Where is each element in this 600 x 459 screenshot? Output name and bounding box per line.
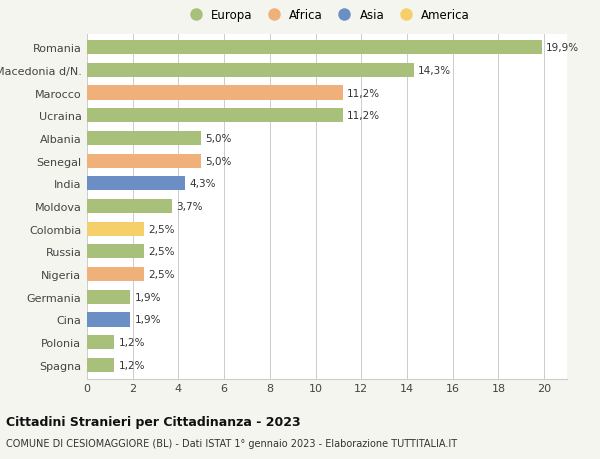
Legend: Europa, Africa, Asia, America: Europa, Africa, Asia, America	[184, 9, 470, 22]
Bar	[87, 200, 172, 213]
Bar	[87, 268, 144, 281]
Text: 3,7%: 3,7%	[176, 202, 202, 212]
Text: COMUNE DI CESIOMAGGIORE (BL) - Dati ISTAT 1° gennaio 2023 - Elaborazione TUTTITA: COMUNE DI CESIOMAGGIORE (BL) - Dati ISTA…	[6, 438, 457, 448]
Text: 1,2%: 1,2%	[119, 337, 145, 347]
Text: 1,2%: 1,2%	[119, 360, 145, 370]
Text: 11,2%: 11,2%	[347, 111, 380, 121]
Text: 14,3%: 14,3%	[418, 66, 451, 76]
Text: 19,9%: 19,9%	[546, 43, 579, 53]
Bar	[87, 109, 343, 123]
Bar	[87, 358, 115, 372]
Text: 5,0%: 5,0%	[205, 156, 232, 166]
Text: 1,9%: 1,9%	[134, 292, 161, 302]
Text: 1,9%: 1,9%	[134, 315, 161, 325]
Bar	[87, 245, 144, 259]
Bar	[87, 64, 414, 78]
Text: 11,2%: 11,2%	[347, 88, 380, 98]
Bar	[87, 177, 185, 191]
Bar	[87, 41, 542, 55]
Text: 5,0%: 5,0%	[205, 134, 232, 144]
Bar	[87, 86, 343, 101]
Bar	[87, 336, 115, 349]
Bar	[87, 154, 201, 168]
Text: 2,5%: 2,5%	[148, 247, 175, 257]
Bar	[87, 290, 130, 304]
Text: Cittadini Stranieri per Cittadinanza - 2023: Cittadini Stranieri per Cittadinanza - 2…	[6, 415, 301, 428]
Text: 2,5%: 2,5%	[148, 269, 175, 280]
Bar	[87, 222, 144, 236]
Bar	[87, 132, 201, 146]
Bar	[87, 313, 130, 327]
Text: 2,5%: 2,5%	[148, 224, 175, 234]
Text: 4,3%: 4,3%	[190, 179, 216, 189]
